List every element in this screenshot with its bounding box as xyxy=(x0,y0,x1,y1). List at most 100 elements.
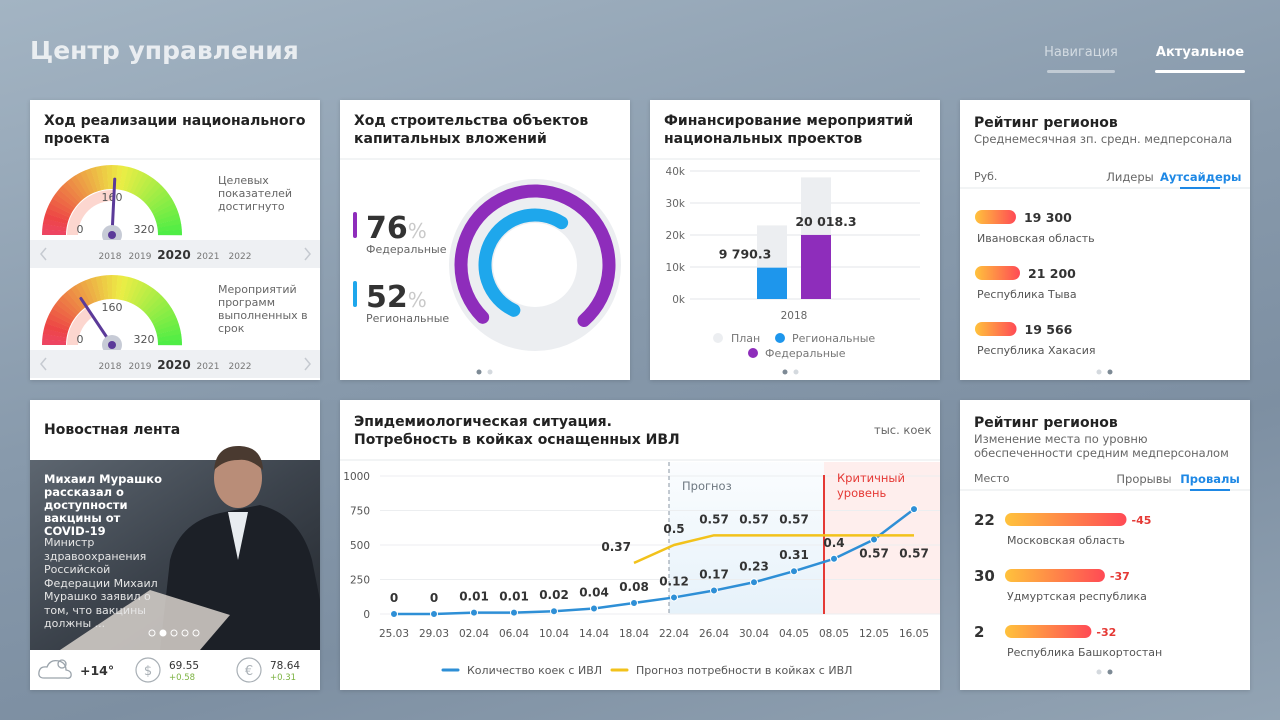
x-tick-label: 02.04 xyxy=(459,628,489,640)
rating-tab[interactable]: Прорывы xyxy=(1116,472,1172,486)
gauge-scale xyxy=(45,317,70,331)
x-tick-label: 12.05 xyxy=(859,628,889,640)
page-dot xyxy=(487,369,493,375)
point xyxy=(910,505,918,514)
tab-underline xyxy=(1047,70,1115,73)
rate-value: 69.55 xyxy=(169,660,199,672)
gauge-scale xyxy=(106,165,113,190)
gauge-scale xyxy=(90,276,102,302)
place: 30 xyxy=(974,567,995,585)
gauge-scale xyxy=(126,278,140,303)
photo-figure xyxy=(214,445,263,470)
value-label: 0.57 xyxy=(739,512,769,526)
gauge-scale xyxy=(132,282,149,306)
value-label: 0 xyxy=(430,591,438,605)
gauge-scale xyxy=(101,275,109,300)
value-label: 0 xyxy=(390,591,398,605)
gauge-scale xyxy=(132,172,149,196)
gauge-scale xyxy=(141,181,162,203)
gauge-tick-label: 160 xyxy=(102,191,123,204)
nav-tab[interactable]: Навигация xyxy=(1044,45,1118,60)
nav-tab[interactable]: Актуальное xyxy=(1155,45,1245,60)
page-dot xyxy=(170,629,178,637)
value-label: 0.17 xyxy=(699,568,729,582)
gauge-tick-label: 320 xyxy=(134,333,155,346)
point xyxy=(750,578,758,587)
gauge-scale xyxy=(115,165,124,190)
gauge-scale xyxy=(95,165,105,191)
card-subtitle: Изменение места по уровню обеспеченности… xyxy=(974,432,1229,460)
card-title: Рейтинг регионов xyxy=(974,415,1118,431)
percent-unit: % xyxy=(408,288,427,312)
value-label: 0.01 xyxy=(459,590,489,604)
next-arrow xyxy=(304,357,311,371)
point xyxy=(390,610,398,618)
value-label: 0.08 xyxy=(619,580,649,594)
rating-bar xyxy=(1005,569,1105,582)
value-label: 0.12 xyxy=(659,574,689,588)
gauge-scale xyxy=(58,185,80,206)
x-tick-label: 06.04 xyxy=(499,628,529,640)
point xyxy=(870,535,878,544)
rating-change: -37 xyxy=(1110,570,1130,583)
gauge-scale xyxy=(62,291,83,313)
photo-figure xyxy=(214,448,262,508)
indicator xyxy=(353,212,357,238)
value-label: 0.01 xyxy=(499,590,529,604)
gauge-scale xyxy=(122,276,134,302)
gauge-scale xyxy=(151,308,175,325)
gauge-scale xyxy=(151,198,175,215)
page-dot xyxy=(181,629,189,637)
rate-change: +0.31 xyxy=(270,673,296,683)
y-tick-label: 0 xyxy=(363,609,370,621)
donut-track xyxy=(449,179,621,351)
value-label: 0.57 xyxy=(899,546,929,560)
gauge-scale xyxy=(129,280,145,305)
gauge-scale xyxy=(115,275,124,300)
y-tick-label: 10k xyxy=(666,262,686,274)
prev-arrow xyxy=(40,357,47,371)
gauge-tick-label: 0 xyxy=(77,223,84,236)
unit-label: Место xyxy=(974,472,1010,485)
rating-bar xyxy=(975,266,1020,280)
x-tick-label: 16.05 xyxy=(899,628,929,640)
region: Республика Тыва xyxy=(977,288,1077,301)
year: 2020 xyxy=(157,248,190,262)
legend-label: Федеральные xyxy=(765,347,846,360)
gauge-scale xyxy=(42,339,67,345)
legend-swatch xyxy=(748,348,758,358)
weather-icon xyxy=(57,659,67,669)
gauge-scale xyxy=(90,166,102,192)
donut-arc xyxy=(478,208,569,317)
gauge-scale xyxy=(146,299,169,319)
x-tick-label: 2018 xyxy=(781,310,808,322)
gauge-tick-label: 320 xyxy=(134,223,155,236)
gauge-scale xyxy=(42,333,67,342)
rating-tab[interactable]: Лидеры xyxy=(1106,170,1154,184)
year: 2019 xyxy=(129,362,152,372)
card-title: Ход строительства объектов капитальных в… xyxy=(354,113,589,147)
gauge-scale xyxy=(80,280,95,305)
news-text: Министр здравоохранения Российской Федер… xyxy=(44,536,158,630)
percent-label: Региональные xyxy=(366,312,450,325)
rating-bar xyxy=(975,210,1016,224)
page-dot xyxy=(1096,669,1102,675)
gauge-scale xyxy=(156,328,182,338)
rating-tab[interactable]: Провалы xyxy=(1180,472,1240,486)
year: 2018 xyxy=(99,362,122,372)
year: 2020 xyxy=(157,358,190,372)
point xyxy=(550,607,558,616)
gauge-scale xyxy=(149,193,172,212)
gauge-scale xyxy=(43,323,69,335)
rating-tab[interactable]: Аутсайдеры xyxy=(1160,170,1242,184)
gauge-scale xyxy=(66,178,86,201)
x-tick-label: 25.03 xyxy=(379,628,409,640)
y-tick-label: 1000 xyxy=(343,471,370,483)
news-headline: Михаил Мурашко рассказал о доступности в… xyxy=(44,472,163,538)
page-dot xyxy=(782,369,788,375)
gauge-scale xyxy=(139,178,158,201)
value-label: 0.23 xyxy=(739,559,769,573)
page-dot xyxy=(1107,369,1113,375)
gauge-scale xyxy=(126,168,140,193)
y-tick-label: 750 xyxy=(350,506,370,518)
